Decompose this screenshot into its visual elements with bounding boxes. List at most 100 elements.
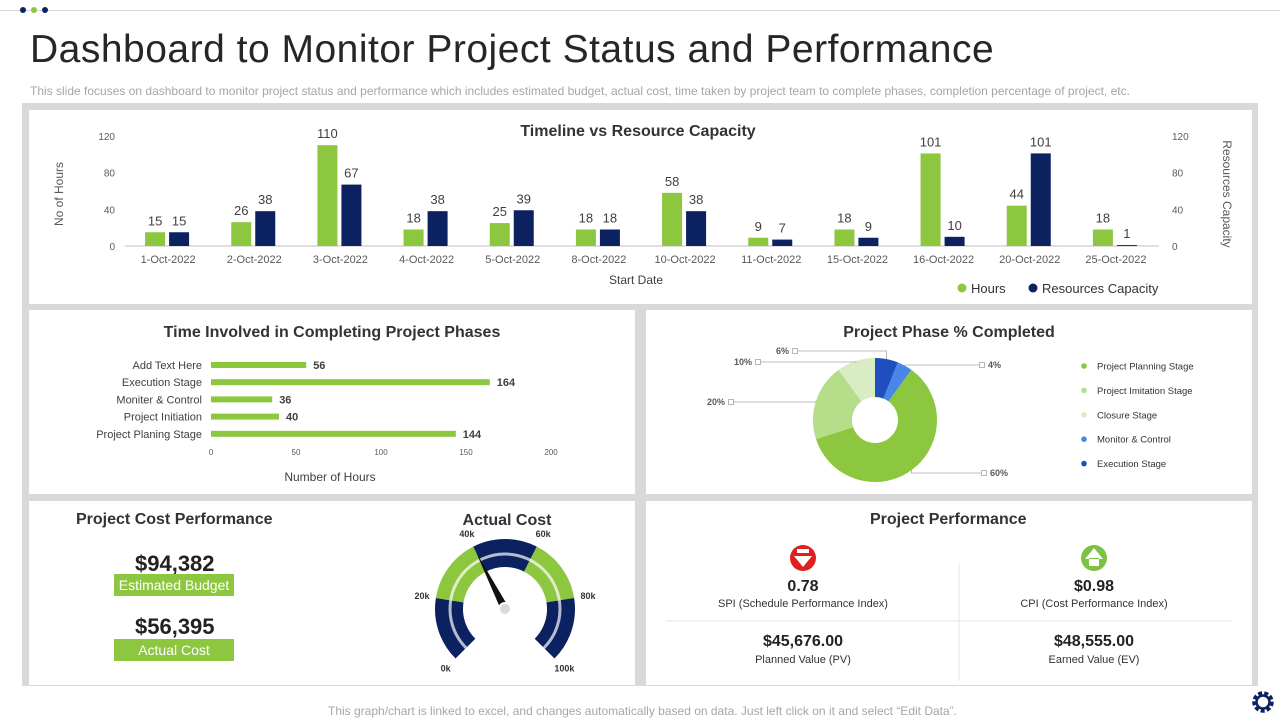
donut-slice	[875, 358, 898, 399]
phase-bar	[211, 379, 490, 386]
bar-resources-capacity	[1116, 245, 1137, 246]
phase-label: Project Initiation	[124, 412, 202, 424]
y2-tick-label: 40	[1172, 205, 1184, 216]
bar-hours	[145, 232, 166, 246]
slice-value-label: 10%	[734, 357, 752, 367]
gauge-tick-label: 40k	[459, 529, 475, 539]
x-tick-label: 25-Oct-2022	[1085, 254, 1146, 266]
x-tick-label: 16-Oct-2022	[913, 254, 974, 266]
bar-hours	[920, 153, 941, 246]
legend-marker	[1081, 412, 1087, 418]
bar-hours	[575, 229, 596, 246]
bar-value-label: 110	[317, 126, 338, 141]
legend-marker	[1028, 283, 1038, 293]
performance-panel: Project Performance 0.78 SPI (Schedule P…	[646, 501, 1252, 685]
callout-line	[911, 470, 984, 474]
page-title: Dashboard to Monitor Project Status and …	[30, 28, 995, 71]
legend-marker	[957, 283, 967, 293]
bar-value-label: 7	[779, 221, 786, 236]
x-axis-title: Start Date	[609, 273, 663, 287]
callout-marker	[755, 359, 761, 365]
bar-resources-capacity	[944, 236, 965, 246]
phase-bar	[211, 430, 456, 437]
y2-tick-label: 80	[1172, 169, 1184, 180]
bar-value-label: 39	[517, 191, 531, 206]
bar-value-label: 18	[1096, 211, 1110, 226]
legend-label: Execution Stage	[1097, 459, 1166, 470]
callout-marker	[728, 399, 734, 405]
y2-tick-label: 120	[1172, 132, 1189, 143]
bar-value-label: 18	[406, 211, 420, 226]
gear-icon[interactable]	[1249, 688, 1277, 716]
legend-marker	[1081, 436, 1087, 442]
actual-cost-gauge[interactable]: Actual Cost 0k 20k 40k 60k 80k 100k	[355, 501, 655, 685]
legend-label: Hours	[971, 281, 1006, 296]
bar-hours	[489, 223, 510, 246]
x-tick-label: 50	[292, 448, 301, 457]
phases-chart[interactable]: Time Involved in Completing Project Phas…	[29, 310, 635, 494]
bar-value-label: 18	[603, 211, 617, 226]
cpi-label: CPI (Cost Performance Index)	[1020, 598, 1168, 610]
estimated-budget-label: Estimated Budget	[114, 574, 234, 596]
timeline-title: Timeline vs Resource Capacity	[520, 123, 755, 140]
x-tick-label: 5-Oct-2022	[485, 254, 540, 266]
bar-value-label: 15	[172, 213, 186, 228]
gauge-tick-label: 100k	[554, 663, 575, 673]
callout-line	[758, 361, 857, 363]
bar-hours	[662, 192, 683, 246]
bar-value-label: 1	[1123, 226, 1130, 241]
bar-value-label: 101	[920, 134, 942, 149]
bar-resources-capacity	[255, 211, 276, 246]
x-tick-label: 11-Oct-2022	[741, 254, 801, 266]
completion-title: Project Phase % Completed	[843, 324, 1055, 341]
gauge-tick-label: 20k	[415, 591, 431, 601]
x-tick-label: 8-Oct-2022	[571, 254, 626, 266]
bar-value-label: 38	[258, 192, 272, 207]
legend-label: Project Imitation Stage	[1097, 386, 1193, 397]
phase-value-label: 144	[463, 429, 482, 441]
bar-value-label: 101	[1030, 134, 1052, 149]
callout-marker	[981, 470, 987, 476]
bar-resources-capacity	[1030, 153, 1051, 246]
slice-value-label: 6%	[776, 346, 789, 356]
arrow-up-icon	[1081, 545, 1107, 571]
gauge-tick-label: 80k	[580, 591, 596, 601]
earned-value-label: Earned Value (EV)	[1048, 654, 1140, 666]
spi-label: SPI (Schedule Performance Index)	[718, 598, 888, 610]
planned-value: $45,676.00	[762, 633, 844, 650]
x-tick-label: 2-Oct-2022	[227, 254, 282, 266]
x-tick-label: 15-Oct-2022	[827, 254, 888, 266]
bar-hours	[403, 229, 424, 246]
completion-chart[interactable]: Project Phase % Completed 6% 10% 4% 20% 60% Pr…	[646, 310, 1252, 494]
x-tick-label: 10-Oct-2022	[655, 254, 716, 266]
donut-slice	[838, 358, 875, 402]
bar-value-label: 38	[430, 192, 444, 207]
timeline-chart[interactable]: Timeline vs Resource Capacity 0 0 40 40 80 80 1…	[29, 110, 1252, 304]
x-tick-label: 1-Oct-2022	[141, 254, 196, 266]
legend-label: Resources Capacity	[1042, 281, 1159, 296]
y-tick-label: 40	[104, 205, 116, 216]
bar-value-label: 44	[1010, 187, 1024, 202]
callout-line	[731, 400, 817, 403]
donut-slice	[816, 369, 937, 482]
cost-panel: Project Cost Performance $94,382 Estimat…	[29, 501, 635, 685]
x-axis-title: Number of Hours	[284, 470, 375, 484]
gauge-band-max	[534, 598, 575, 659]
spi-value: 0.78	[787, 578, 819, 595]
phase-value-label: 36	[279, 394, 291, 406]
phases-panel: Time Involved in Completing Project Phas…	[29, 310, 635, 494]
gauge-track	[448, 552, 562, 649]
bar-resources-capacity	[427, 211, 448, 246]
x-tick-label: 200	[544, 448, 558, 457]
y-tick-label: 80	[104, 169, 116, 180]
dot-navy-2	[42, 7, 48, 13]
actual-cost-value: $56,395	[135, 614, 215, 639]
bar-resources-capacity	[341, 184, 362, 246]
bar-value-label: 10	[947, 218, 961, 233]
slice-value-label: 4%	[988, 360, 1001, 370]
bar-hours	[317, 145, 338, 246]
phase-value-label: 56	[313, 360, 325, 372]
bar-hours	[1092, 229, 1113, 246]
bar-value-label: 15	[148, 213, 162, 228]
bar-resources-capacity	[513, 210, 534, 246]
